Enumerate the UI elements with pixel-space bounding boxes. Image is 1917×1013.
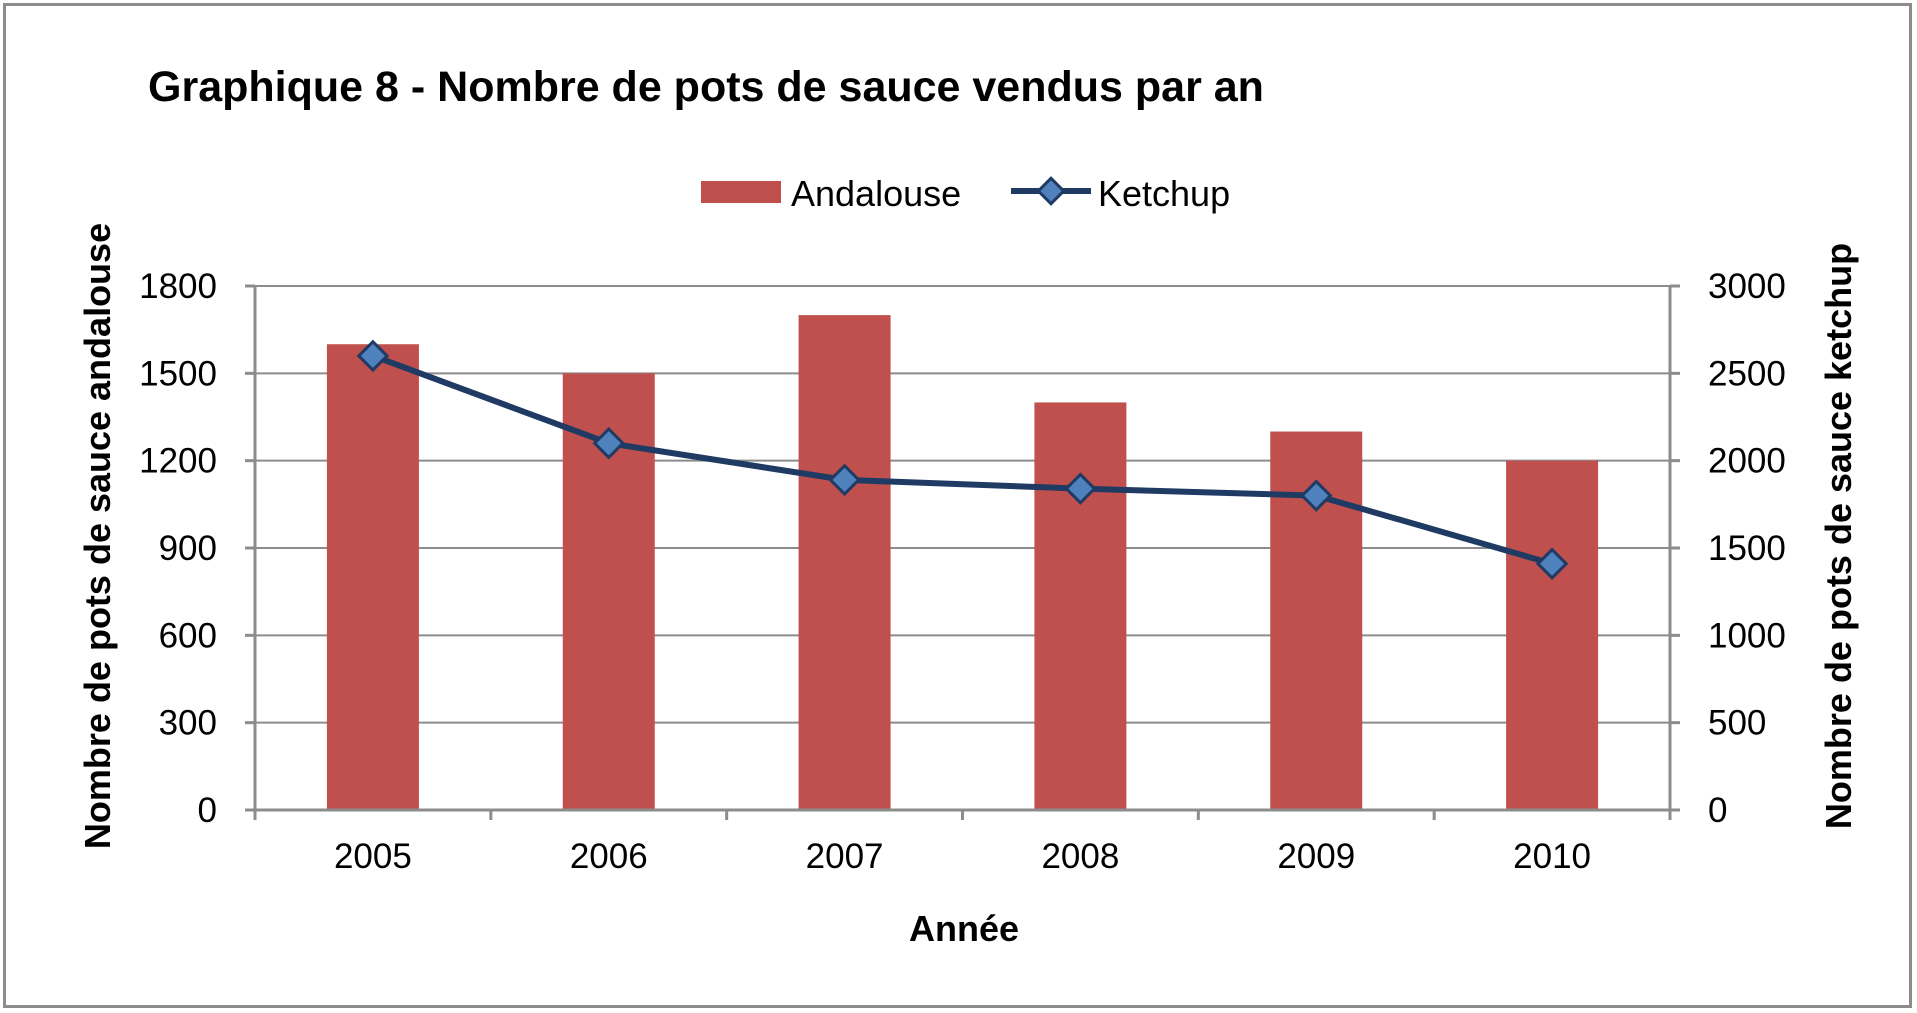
y-tick-label-right: 0 bbox=[1708, 791, 1727, 830]
bar-andalouse bbox=[1034, 402, 1127, 810]
marker-ketchup bbox=[1299, 479, 1333, 512]
y-tick-label-left: 900 bbox=[159, 529, 217, 568]
x-tick-label: 2007 bbox=[806, 837, 884, 876]
y-tick-label-right: 2000 bbox=[1708, 442, 1786, 481]
legend-swatch-ketchup-marker bbox=[1036, 176, 1066, 206]
y-tick-label-right: 1500 bbox=[1708, 529, 1786, 568]
bar-andalouse bbox=[326, 344, 419, 810]
marker-ketchup bbox=[828, 463, 861, 497]
x-tick-label: 2009 bbox=[1277, 837, 1355, 876]
chart-svg: Graphique 8 - Nombre de pots de sauce ve… bbox=[77, 63, 1859, 949]
y-tick-label-left: 600 bbox=[159, 616, 217, 655]
x-tick-label: 2005 bbox=[334, 837, 412, 876]
y-tick-label-left: 300 bbox=[159, 704, 217, 743]
marker-ketchup bbox=[592, 426, 626, 460]
x-tick-label: 2006 bbox=[570, 837, 648, 876]
x-tick-label: 2008 bbox=[1041, 837, 1119, 876]
y-tick-label-left: 0 bbox=[198, 791, 217, 830]
x-tick-label: 2010 bbox=[1513, 837, 1591, 876]
marker-ketchup bbox=[1064, 472, 1097, 505]
y-tick-label-right: 3000 bbox=[1708, 267, 1786, 306]
gridlines bbox=[255, 285, 1670, 811]
legend: Andalouse Ketchup bbox=[701, 173, 1230, 214]
y-axis-title-left: Nombre de pots de sauce andalouse bbox=[77, 223, 118, 849]
legend-swatch-andalouse bbox=[701, 181, 781, 203]
legend-label-ketchup: Ketchup bbox=[1098, 173, 1230, 214]
y-tick-label-right: 2500 bbox=[1708, 354, 1786, 393]
y-axis-title-right: Nombre de pots de sauce ketchup bbox=[1818, 243, 1859, 829]
bar-andalouse bbox=[1506, 460, 1599, 810]
bar-andalouse bbox=[798, 315, 891, 810]
chart-title: Graphique 8 - Nombre de pots de sauce ve… bbox=[148, 63, 1264, 111]
chart-frame: Graphique 8 - Nombre de pots de sauce ve… bbox=[3, 3, 1912, 1008]
legend-label-andalouse: Andalouse bbox=[791, 173, 961, 214]
y-tick-label-left: 1800 bbox=[139, 267, 217, 306]
x-axis-title: Année bbox=[909, 908, 1019, 949]
y-tick-label-right: 500 bbox=[1708, 704, 1766, 743]
marker-ketchup bbox=[1535, 547, 1569, 580]
y-tick-label-left: 1500 bbox=[139, 354, 217, 393]
line-ketchup bbox=[356, 339, 1569, 580]
tick-labels: 0 300 600 900 1200 1500 1800 0 500 1000 1500 2000 25… bbox=[139, 267, 1786, 876]
axes bbox=[245, 284, 1680, 820]
y-tick-label-left: 1200 bbox=[139, 442, 217, 481]
marker-ketchup bbox=[356, 339, 390, 373]
bars-andalouse bbox=[326, 315, 1599, 810]
y-tick-label-right: 1000 bbox=[1708, 616, 1786, 655]
line-ketchup-path bbox=[371, 353, 1553, 567]
